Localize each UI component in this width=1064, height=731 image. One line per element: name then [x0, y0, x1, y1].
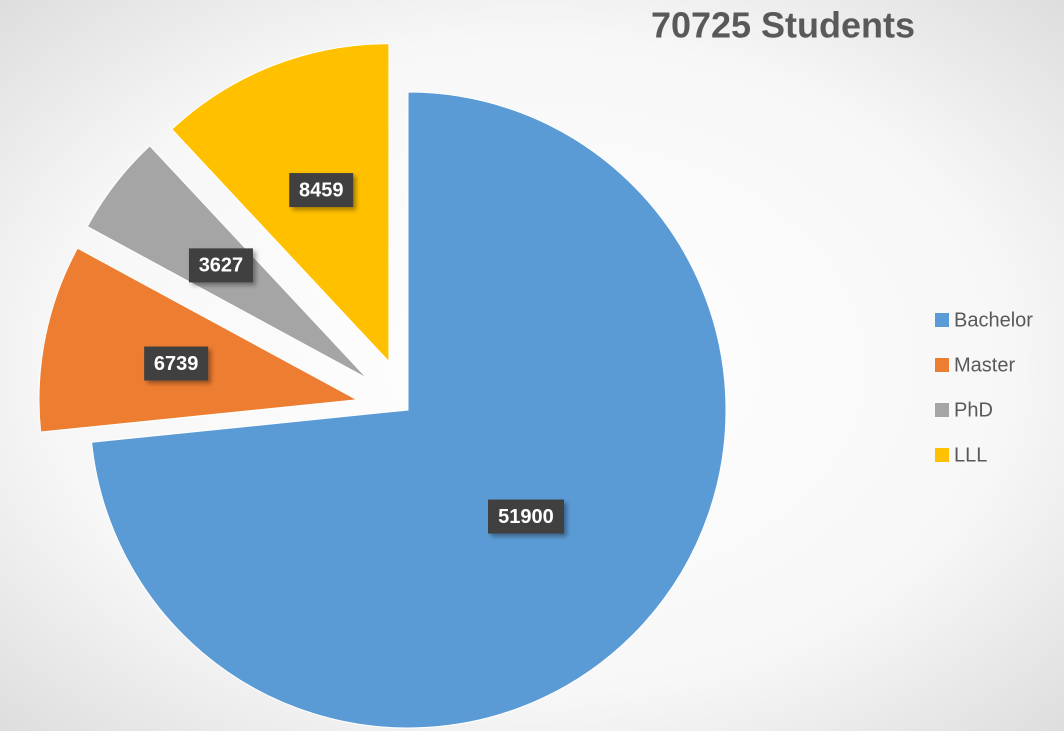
data-labels: 51900 6739 3627 8459 [144, 173, 564, 534]
data-label-box [144, 346, 209, 381]
legend-swatch [935, 448, 949, 462]
legend: Bachelor Master PhD LLL [935, 309, 1033, 466]
data-label-box [289, 173, 354, 208]
legend-label: PhD [954, 399, 993, 421]
pie-slice [38, 247, 359, 433]
legend-swatch [935, 403, 949, 417]
data-label-box [487, 499, 564, 534]
data-label: 6739 [154, 353, 199, 375]
legend-swatch [935, 358, 949, 372]
legend-label: Bachelor [954, 309, 1033, 331]
chart-title: 70725 Students [651, 5, 915, 46]
data-label: 3627 [199, 255, 244, 277]
data-label-box [188, 248, 253, 283]
data-label: 8459 [299, 179, 344, 201]
legend-swatch [935, 313, 949, 327]
pie-slice [91, 91, 727, 729]
data-label: 51900 [498, 506, 554, 528]
pie-slice [171, 43, 390, 363]
legend-label: Master [954, 354, 1015, 376]
pie [38, 43, 727, 729]
legend-label: LLL [954, 444, 987, 466]
